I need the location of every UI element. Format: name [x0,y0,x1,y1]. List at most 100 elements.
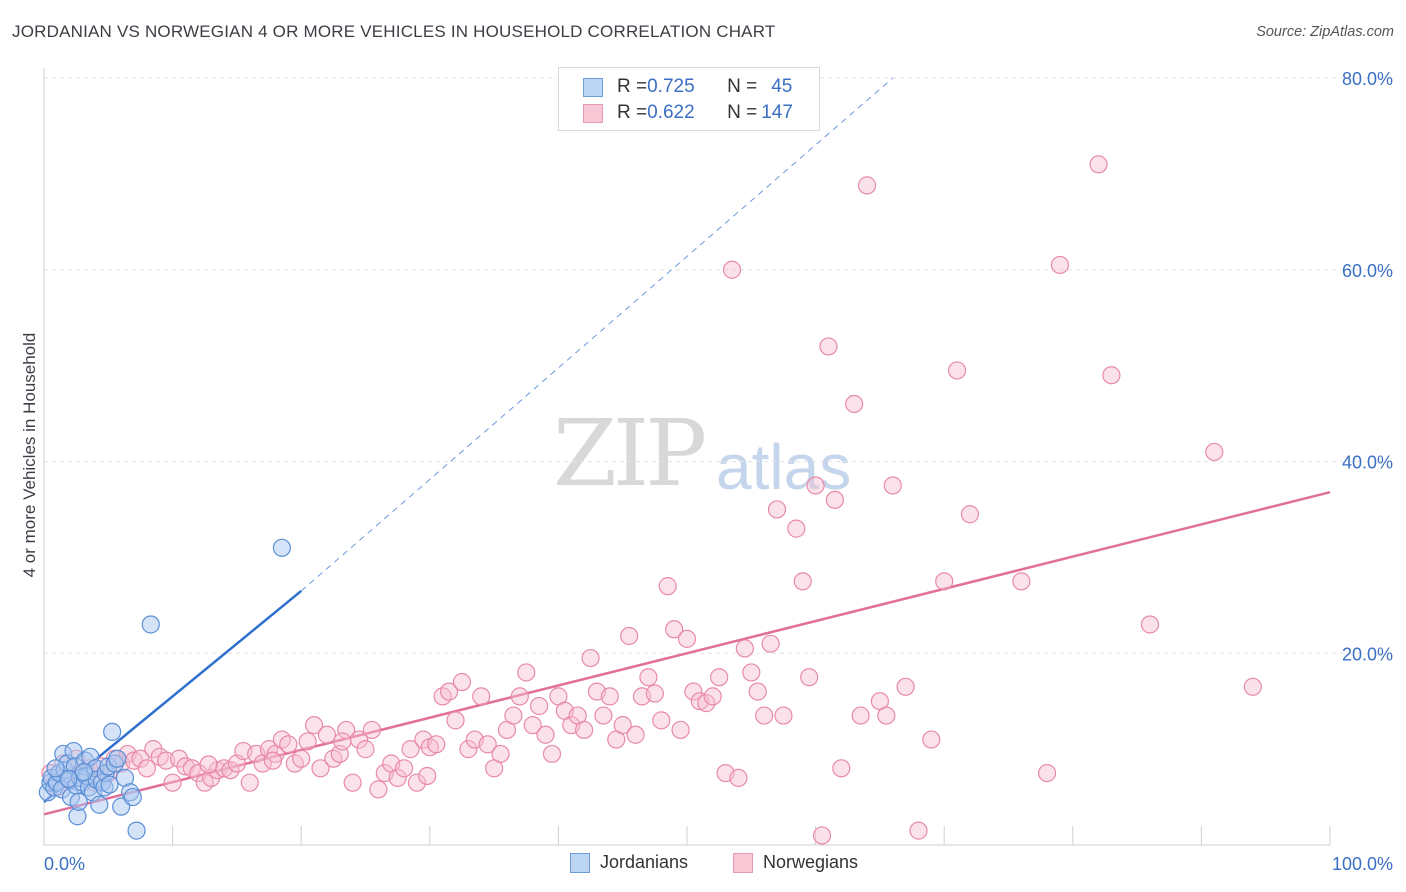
norwegian-point [774,706,793,725]
norwegian-swatch [583,103,603,123]
jordanian-point [74,763,93,782]
norwegian-point [575,720,594,740]
jordanian-point [127,821,146,840]
y-tick-label: 80.0% [1342,69,1393,89]
norwegian-point [504,706,523,725]
legend-label-jordanians: Jordanians [600,852,689,872]
legend-item-norwegians: Norwegians [733,852,858,873]
norwegian-point [337,720,356,740]
norwegian-point [279,735,298,754]
trend-lines [43,77,1331,816]
jordanian-point [272,538,292,557]
norwegian-point [523,716,542,735]
correlation-legend: R = 0.725 N = 45 R = 0.622 N = 147 [558,67,820,131]
norwegian-point [922,730,941,749]
norwegian-point [263,751,283,770]
norwegian-point [1243,677,1262,696]
norwegian-point [722,260,742,279]
norwegian-point [600,687,619,706]
norwegian-point [710,668,729,687]
norwegian-point [199,755,218,774]
norwegian-point [819,337,838,356]
jordanian-point [69,792,88,811]
x-tick-label: 100.0% [1332,854,1393,874]
jordanian-swatch [570,852,590,873]
norwegian-point [427,735,446,754]
norwegian-point [671,720,690,740]
x-tick-label: 0.0% [44,854,85,874]
norwegian-point [935,572,954,591]
norwegian-point [343,773,362,792]
norwegian-point [317,725,337,744]
norwegian-point [1012,572,1031,591]
norwegian-point [909,821,928,840]
r-label: R = [617,76,648,97]
grid-lines [44,77,1395,654]
norwegian-point [883,476,902,495]
norwegian-point [639,668,658,687]
axes [43,68,1331,846]
norwegian-point [452,672,472,692]
norwegian-point [620,626,639,646]
norwegian-point [581,648,600,668]
norwegian-swatch [733,852,753,873]
r-value: 0.622 [647,102,695,123]
norwegian-point [665,620,684,639]
jordanian-trend-extension [300,77,894,592]
norwegian-point [459,740,478,759]
norwegian-point [292,749,311,768]
norwegian-point [1089,155,1108,174]
norwegian-point [1140,615,1160,634]
norwegian-point [536,725,555,744]
y-tick-label: 40.0% [1342,453,1393,473]
norwegian-point [703,687,722,706]
legend-row-norwegians: R = 0.622 N = 147 [583,101,793,125]
norwegian-point [478,735,497,754]
norwegian-point [418,766,437,786]
norwegian-point [645,684,664,703]
norwegian-point [825,490,844,509]
norwegian-point [131,749,150,768]
norwegian-point [394,759,414,778]
norwegian-point [767,500,787,519]
norwegian-point [163,773,182,792]
norwegian-point [1037,763,1057,783]
norwegian-point [652,711,671,730]
norwegian-point [510,687,529,706]
norwegian-point [729,768,748,787]
norwegian-point [947,361,967,380]
jordanian-points [38,538,292,840]
jordanian-point [59,769,78,788]
norwegian-point [755,706,774,725]
norwegian-point [304,716,324,735]
watermark-atlas: atlas [716,431,852,503]
norwegian-point [748,682,767,701]
norwegian-point [787,519,806,538]
n-value: 147 [761,102,793,123]
legend-item-jordanians: Jordanians [570,852,688,873]
norwegian-point [845,394,864,414]
norwegian-point [137,759,156,778]
norwegian-point [857,176,877,195]
norwegian-point [793,572,812,591]
norwegian-trend-line [43,490,1331,816]
norwegian-point [658,577,677,596]
norwegian-point [356,740,375,759]
jordanian-point [100,775,119,794]
norwegian-point [684,682,703,701]
norwegian-point [491,744,510,764]
norwegian-point [530,696,549,716]
norwegian-point [208,761,227,780]
y-tick-label: 20.0% [1342,644,1393,664]
norwegian-point [697,694,716,713]
norwegian-point [877,706,896,725]
norwegian-point [812,826,832,845]
norwegian-point [626,725,645,744]
norwegian-point [407,773,427,792]
norwegian-point [388,768,407,787]
norwegian-point [401,740,420,759]
norwegian-point [446,711,465,730]
norwegian-point [472,687,491,706]
norwegian-point [1050,255,1070,275]
